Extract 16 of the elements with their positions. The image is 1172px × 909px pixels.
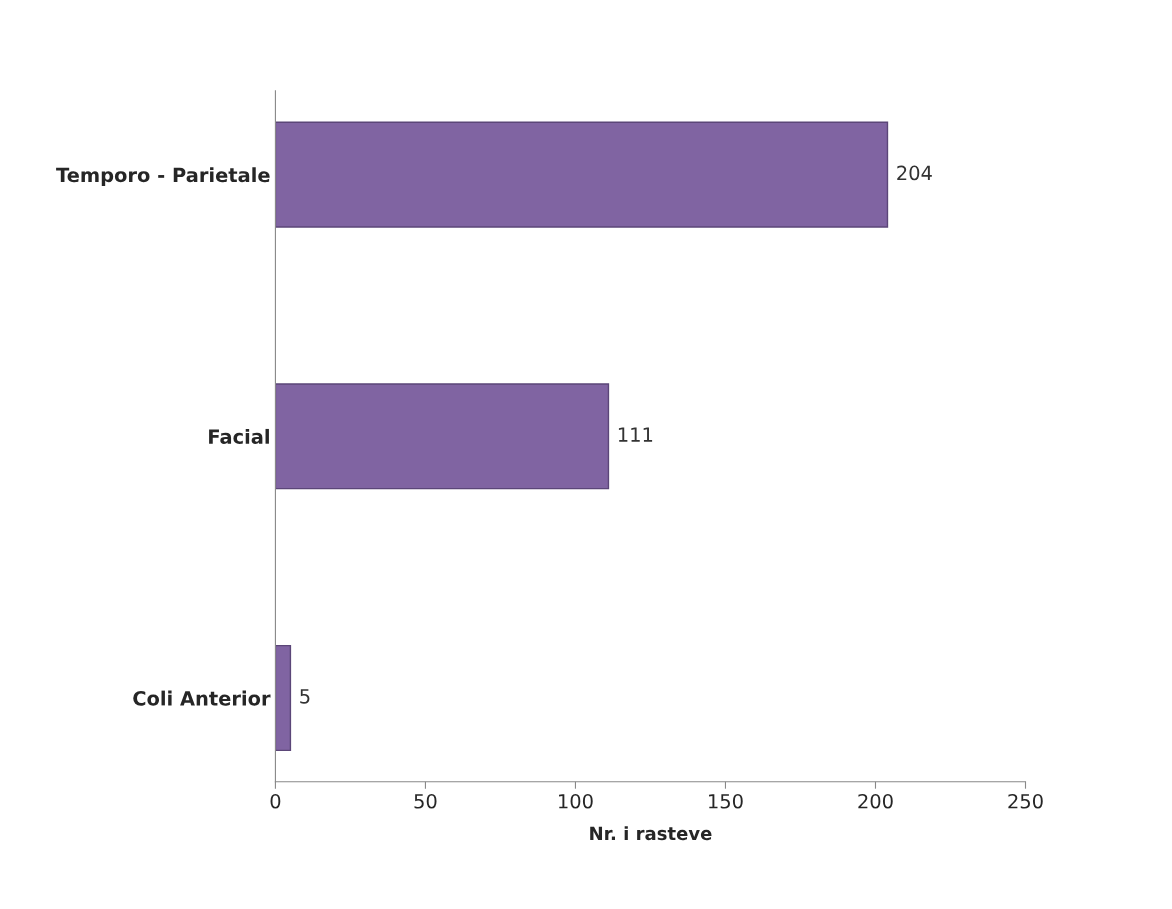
- y-tick-label: Coli Anterior: [133, 690, 271, 706]
- x-tick-label: 100: [559, 793, 593, 809]
- data-label: 111: [618, 427, 653, 442]
- x-tick-label: 0: [270, 793, 281, 809]
- x-axis-title: Nr. i rasteve: [590, 826, 712, 841]
- data-label: 5: [300, 689, 310, 704]
- data-label: 204: [897, 165, 932, 181]
- x-tick-label: 150: [709, 793, 743, 809]
- bar: [275, 383, 610, 490]
- y-tick-label: Facial: [209, 428, 269, 444]
- x-tick-label: 50: [414, 793, 437, 809]
- x-tick-label: 250: [1008, 793, 1043, 809]
- x-tick-label: 200: [858, 793, 893, 809]
- y-tick-label: Temporo - Parietale: [56, 167, 270, 187]
- bar: [275, 121, 889, 228]
- bar: [275, 644, 292, 752]
